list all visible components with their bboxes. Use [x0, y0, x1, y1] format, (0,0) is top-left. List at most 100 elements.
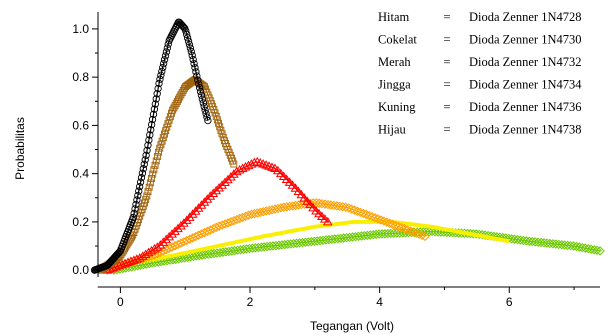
data-point [162, 48, 171, 56]
data-point [148, 115, 157, 124]
data-point [114, 260, 125, 270]
data-point [267, 205, 277, 215]
data-point [261, 206, 271, 216]
data-point [427, 226, 437, 237]
data-point [430, 227, 440, 237]
data-point [149, 110, 158, 118]
data-point [284, 177, 295, 186]
y-tick-label: 0.0 [72, 263, 89, 277]
data-point [117, 259, 127, 269]
data-point [193, 72, 201, 80]
data-point [165, 116, 173, 124]
data-point [349, 205, 360, 215]
data-point [275, 168, 286, 178]
data-point [133, 196, 141, 204]
data-point [151, 100, 159, 108]
series-line [113, 219, 510, 273]
legend-separator: = [443, 33, 450, 47]
data-point [198, 95, 207, 103]
data-point [200, 103, 208, 111]
data-point [225, 172, 236, 181]
series-6 [109, 226, 605, 275]
data-point [530, 237, 540, 247]
data-point [129, 255, 139, 264]
data-point [296, 189, 307, 199]
data-point [393, 221, 404, 232]
data-point [411, 228, 421, 238]
data-point [137, 174, 146, 182]
data-point [144, 188, 152, 196]
data-point [340, 202, 351, 212]
data-point [161, 130, 168, 138]
legend: Hitam = Dioda Zenner 1N4728 Cokelat = Dioda Z… [378, 10, 582, 137]
data-point [164, 231, 175, 241]
data-point [352, 206, 363, 216]
data-point [148, 175, 155, 182]
legend-separator: = [443, 100, 450, 114]
data-point [212, 112, 220, 120]
data-point [192, 68, 200, 76]
data-point [195, 84, 204, 92]
data-point [160, 56, 169, 64]
legend-separator: = [443, 123, 450, 137]
data-point [387, 219, 398, 230]
data-point [154, 84, 162, 93]
data-point [120, 258, 130, 268]
data-point [156, 75, 164, 83]
data-point [126, 235, 134, 243]
data-point [169, 106, 177, 114]
y-tick-label: 0.6 [72, 118, 89, 132]
data-point [178, 218, 189, 227]
data-point [170, 104, 178, 112]
data-point [172, 100, 180, 108]
data-point [382, 217, 392, 227]
data-point [551, 239, 561, 249]
data-point [134, 191, 142, 200]
data-point [136, 182, 144, 191]
data-point [161, 52, 170, 60]
data-point [317, 198, 327, 209]
data-point [323, 199, 333, 210]
data-point [408, 227, 418, 237]
data-point [211, 185, 222, 195]
data-point [211, 109, 219, 117]
data-point [183, 30, 191, 39]
data-point [278, 171, 289, 181]
data-point [130, 209, 138, 218]
data-point [200, 83, 208, 91]
data-point [143, 146, 151, 155]
data-point [123, 257, 133, 267]
data-point [217, 180, 227, 189]
data-point [326, 200, 336, 210]
data-point [592, 245, 602, 256]
data-point [205, 191, 216, 200]
data-point [332, 201, 342, 211]
data-point [589, 245, 599, 255]
data-point [180, 23, 188, 32]
legend-label: Dioda Zenner 1N4734 [469, 78, 582, 92]
y-tick-label: 0.8 [72, 70, 89, 84]
legend-label: Dioda Zenner 1N4732 [469, 55, 581, 69]
data-point [189, 55, 197, 64]
data-point [190, 59, 198, 68]
data-point [196, 87, 205, 96]
data-point [150, 166, 158, 174]
data-point [249, 208, 260, 219]
data-point [171, 102, 179, 110]
data-point [515, 235, 526, 245]
data-point [290, 183, 301, 192]
data-point [155, 148, 163, 156]
data-point [191, 64, 199, 72]
series-2 [97, 76, 238, 274]
data-point [179, 86, 187, 94]
legend-color-name: Cokelat [378, 33, 417, 47]
data-point [214, 182, 224, 192]
data-point [405, 226, 416, 236]
data-point [216, 123, 224, 131]
data-point [213, 116, 221, 124]
data-point [402, 225, 413, 235]
x-axis-label: Tegangan (Volt) [310, 319, 394, 333]
data-point [264, 205, 274, 216]
data-point [483, 230, 493, 241]
y-tick-label: 0.4 [72, 167, 89, 181]
